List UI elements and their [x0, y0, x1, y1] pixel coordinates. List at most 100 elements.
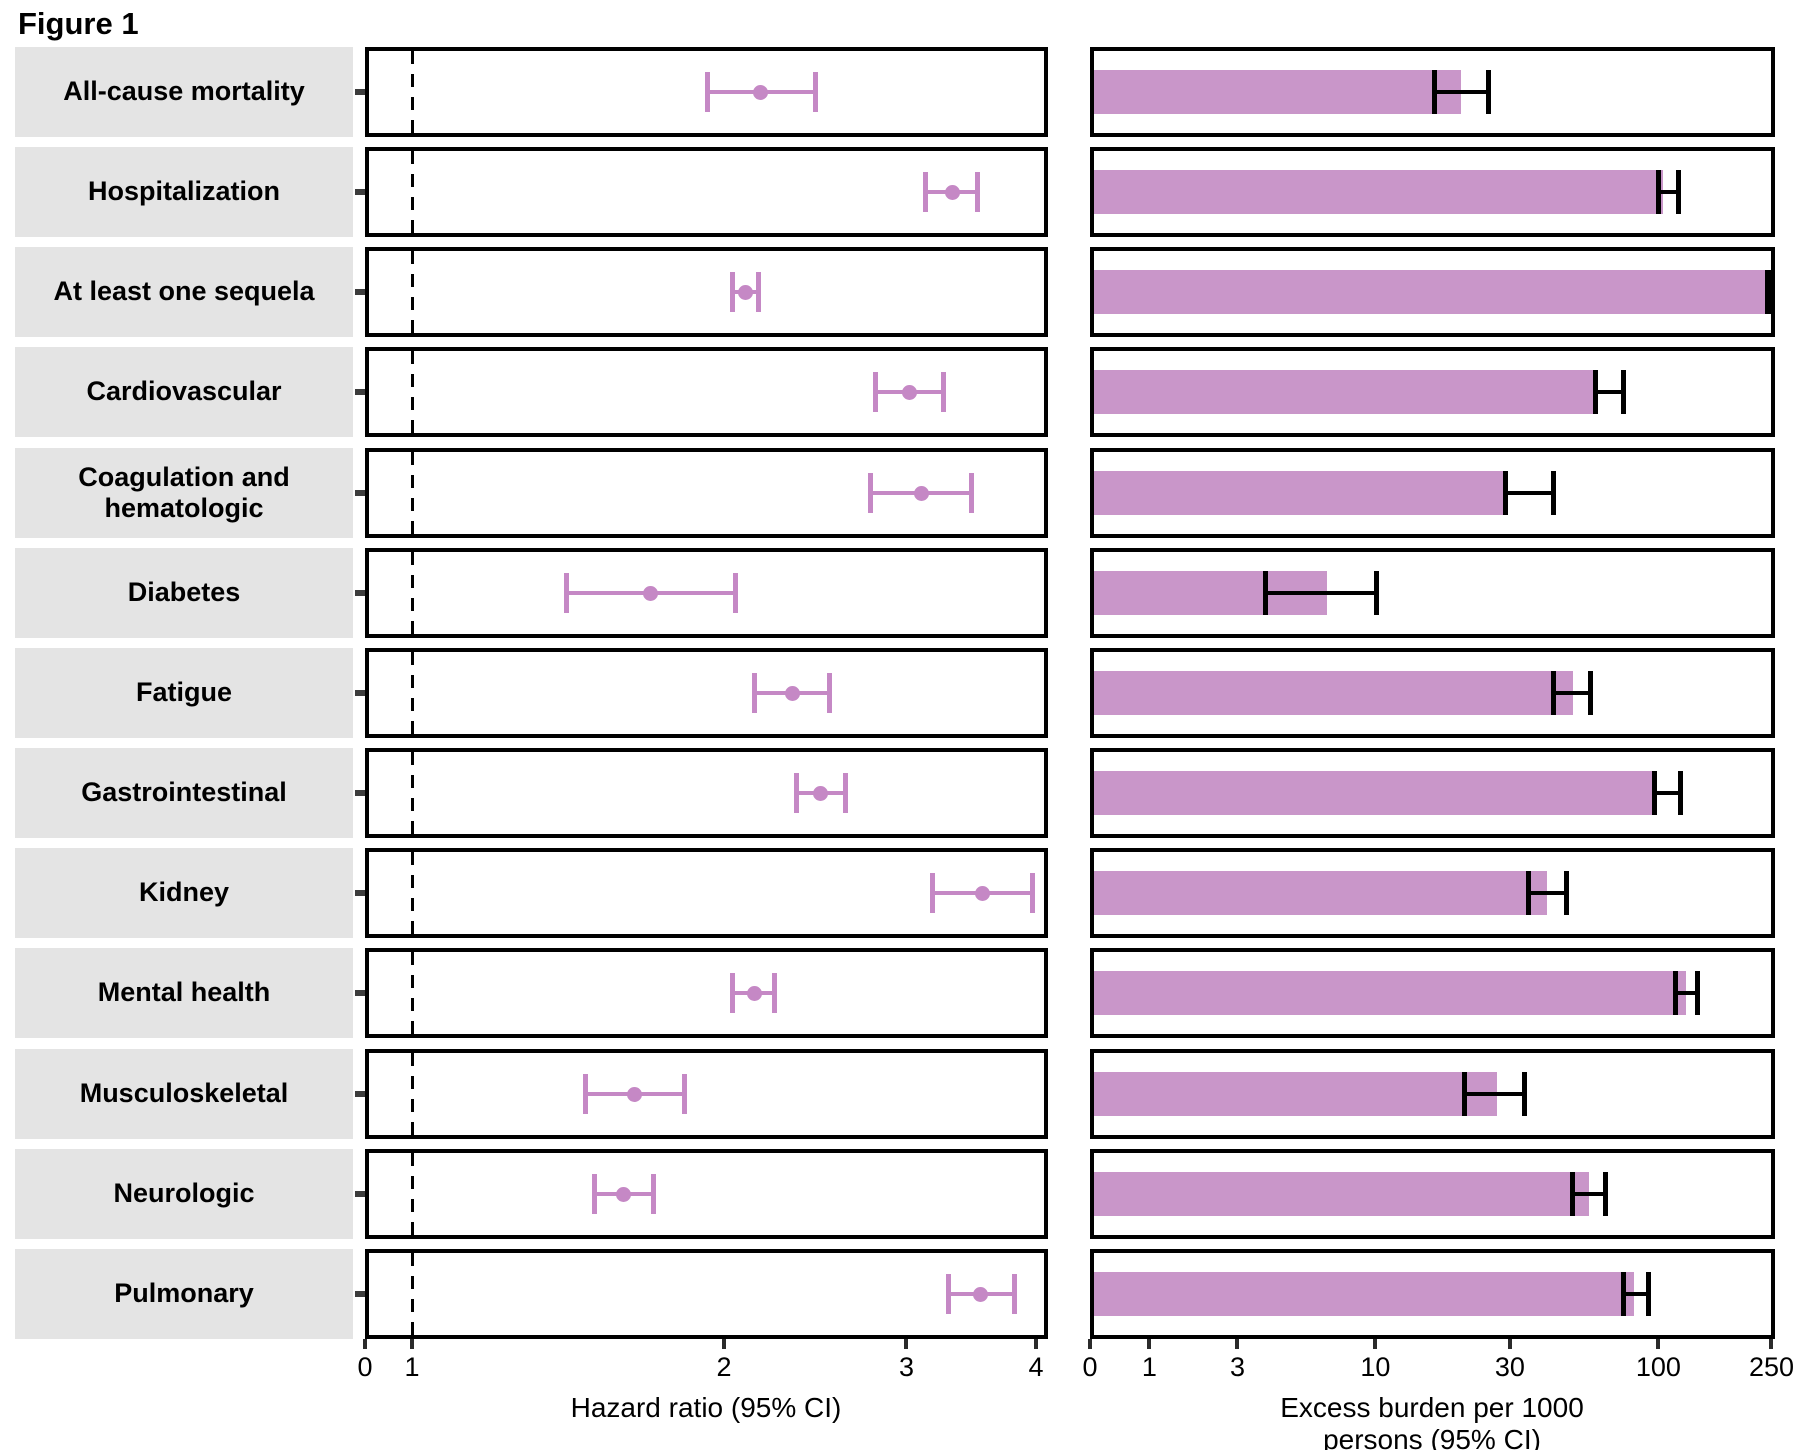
outcome-label: Gastrointestinal: [15, 748, 353, 838]
hr-panel: [355, 448, 1048, 538]
y-axis-tick: [355, 289, 365, 295]
burden-axis-title-line2: persons (95% CI): [1323, 1424, 1541, 1450]
outcome-label: Neurologic: [15, 1149, 353, 1239]
axis-tick-label: 2: [716, 1352, 732, 1382]
hr-ci-cap-high: [974, 172, 980, 212]
burden-panel: [1090, 147, 1775, 237]
hr-ci-cap-low: [751, 673, 757, 713]
burden-ci-line: [1675, 991, 1698, 995]
axis-tick-label: 1: [404, 1352, 420, 1382]
y-axis-tick: [355, 990, 365, 996]
hr-panel: [355, 347, 1048, 437]
burden-bar: [1094, 70, 1462, 114]
burden-panel: [1090, 948, 1775, 1038]
burden-axis: 0 1 3 10 30 100 250: [1082, 1339, 1794, 1409]
burden-ci-cap-high: [1485, 70, 1491, 114]
hr-ci-cap-low: [582, 1074, 588, 1114]
burden-bar: [1094, 771, 1657, 815]
burden-ci-cap-high: [1695, 971, 1701, 1015]
burden-bar: [1094, 671, 1573, 715]
burden-panel: [1090, 347, 1775, 437]
y-axis-tick: [355, 490, 365, 496]
reference-dashed-line: [410, 151, 414, 233]
hr-point-estimate: [785, 686, 801, 701]
burden-panel: [1090, 448, 1775, 538]
burden-bar: [1094, 871, 1547, 915]
hr-axis: 0 1 2 3 4: [357, 1339, 1048, 1409]
axis-tick: [1769, 1339, 1774, 1349]
hr-panel: [355, 147, 1048, 237]
hr-ci-cap-high: [941, 372, 947, 412]
hr-ci-cap-high: [650, 1174, 656, 1214]
burden-ci-line: [1528, 891, 1567, 895]
hr-panel: [355, 1049, 1048, 1139]
burden-ci-cap-low: [1621, 1272, 1627, 1316]
axis-tick: [904, 1339, 909, 1349]
burden-bar: [1094, 971, 1687, 1015]
burden-ci-cap-high: [1677, 771, 1683, 815]
hr-point-estimate: [813, 786, 829, 801]
hr-point-estimate: [746, 986, 762, 1001]
burden-ci-cap-low: [1262, 571, 1268, 615]
burden-ci-cap-low: [1550, 671, 1556, 715]
burden-panel: [1090, 1149, 1775, 1239]
hr-ci-cap-high: [843, 773, 849, 813]
burden-bar: [1094, 471, 1508, 515]
outcome-label: Diabetes: [15, 548, 353, 638]
hr-ci-cap-low: [794, 773, 800, 813]
hr-point-estimate: [913, 486, 929, 501]
burden-ci-line: [1654, 791, 1681, 795]
axis-tick: [721, 1339, 726, 1349]
hr-ci-cap-high: [756, 272, 762, 312]
hr-point-estimate: [974, 886, 990, 901]
hr-ci-cap-low: [930, 873, 936, 913]
burden-ci-cap-high: [1374, 571, 1380, 615]
hr-ci-cap-low: [564, 573, 570, 613]
outcome-label: Coagulation and hematologic: [15, 448, 353, 538]
hr-panel: [355, 848, 1048, 938]
y-axis-tick: [355, 790, 365, 796]
hr-point-estimate: [627, 1087, 643, 1102]
reference-dashed-line: [410, 652, 414, 734]
burden-ci-cap-low: [1592, 370, 1598, 414]
burden-ci-cap-high: [1521, 1072, 1527, 1116]
burden-ci-cap-low: [1432, 70, 1438, 114]
reference-dashed-line: [410, 251, 414, 333]
outcome-label: All-cause mortality: [15, 47, 353, 137]
hr-panel: [355, 748, 1048, 838]
axis-tick-label: 10: [1360, 1352, 1391, 1382]
hr-ci-cap-high: [772, 973, 778, 1013]
outcome-label: Mental health: [15, 948, 353, 1038]
axis-tick: [1373, 1339, 1378, 1349]
burden-ci-cap-low: [1462, 1072, 1468, 1116]
axis-tick-label: 100: [1635, 1352, 1681, 1382]
hr-panel: [355, 948, 1048, 1038]
burden-ci-cap-low: [1673, 971, 1679, 1015]
burden-axis-title-line1: Excess burden per 1000: [1280, 1392, 1584, 1423]
y-axis-tick: [355, 890, 365, 896]
outcome-label: At least one sequela: [15, 247, 353, 337]
axis-tick: [1507, 1339, 1512, 1349]
axis-tick-label: 0: [1082, 1352, 1098, 1382]
outcome-label: Cardiovascular: [15, 347, 353, 437]
burden-bar: [1094, 170, 1664, 214]
axis-tick-label: 3: [898, 1352, 914, 1382]
hr-ci-cap-low: [730, 272, 736, 312]
burden-ci-line: [1572, 1192, 1606, 1196]
axis-tick-label: 30: [1494, 1352, 1525, 1382]
burden-bar: [1094, 370, 1598, 414]
axis-tick-label: 4: [1028, 1352, 1044, 1382]
hr-axis-title: Hazard ratio (95% CI): [571, 1392, 842, 1424]
burden-panel: [1090, 247, 1775, 337]
burden-ci-line: [1553, 691, 1591, 695]
hr-ci-cap-high: [732, 573, 738, 613]
hr-ci-cap-low: [592, 1174, 597, 1214]
hr-panel: [355, 648, 1048, 738]
reference-dashed-line: [410, 852, 414, 934]
burden-panel: [1090, 748, 1775, 838]
burden-ci-line: [1434, 90, 1489, 94]
burden-ci-cap-low: [1503, 471, 1509, 515]
y-axis-tick: [355, 690, 365, 696]
y-axis-tick: [355, 189, 365, 195]
